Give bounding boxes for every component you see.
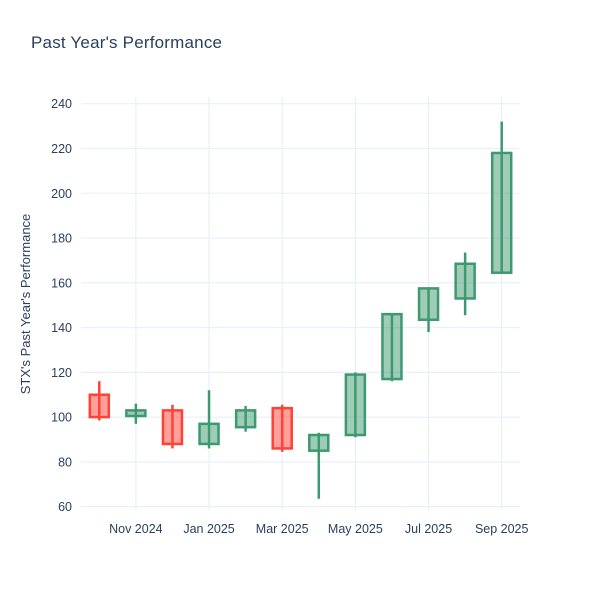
gridlines [81, 97, 520, 510]
candle-mar-2025[interactable] [271, 404, 293, 452]
y-tick-label: 160 [51, 276, 72, 290]
candle-body [490, 151, 513, 274]
candle-body [417, 287, 440, 321]
candle-apr-2025[interactable] [308, 432, 330, 499]
candle-body [308, 433, 330, 452]
candle-nov-2024[interactable] [125, 403, 147, 424]
y-tick-label: 140 [51, 321, 72, 335]
y-tick-label: 220 [51, 142, 72, 156]
y-axis-title: STX's Past Year's Performance [18, 214, 33, 395]
y-tick-label: 60 [58, 500, 72, 514]
candle-body [234, 409, 257, 429]
candle-jun-2025[interactable] [381, 312, 403, 382]
candles [88, 121, 513, 499]
candle-body [271, 406, 293, 450]
chart-title: Past Year's Performance [31, 33, 223, 52]
candle-sep-2025[interactable] [490, 121, 513, 274]
candle-body [344, 373, 367, 437]
candle-body [381, 312, 403, 381]
candle-jul-2025[interactable] [417, 287, 440, 333]
y-tick-label: 240 [51, 97, 72, 111]
axis-labels: 60 80 100 120 140 160 180 200 220 240 Nov 2024 Jan … [51, 97, 528, 536]
x-tick-label: May 2025 [328, 522, 383, 536]
y-tick-label: 80 [58, 455, 72, 469]
x-tick-label: Sep 2025 [475, 522, 529, 536]
x-tick-label: Nov 2024 [109, 522, 163, 536]
candle-dec-2024[interactable] [161, 404, 184, 449]
x-tick-label: Jul 2025 [405, 522, 452, 536]
y-tick-label: 200 [51, 187, 72, 201]
candle-jan-2025[interactable] [198, 390, 220, 449]
candle-oct-2024[interactable] [88, 381, 111, 421]
candle-body [198, 422, 220, 446]
candle-body [454, 262, 476, 300]
candle-aug-2025[interactable] [454, 252, 476, 316]
y-tick-label: 180 [51, 232, 72, 246]
candle-body [88, 393, 111, 419]
candle-feb-2025[interactable] [234, 405, 257, 432]
candle-body [161, 409, 184, 446]
candle-body [125, 409, 147, 418]
y-tick-label: 120 [51, 366, 72, 380]
y-tick-label: 100 [51, 411, 72, 425]
x-tick-label: Jan 2025 [183, 522, 234, 536]
x-tick-label: Mar 2025 [256, 522, 309, 536]
candle-may-2025[interactable] [344, 372, 367, 438]
